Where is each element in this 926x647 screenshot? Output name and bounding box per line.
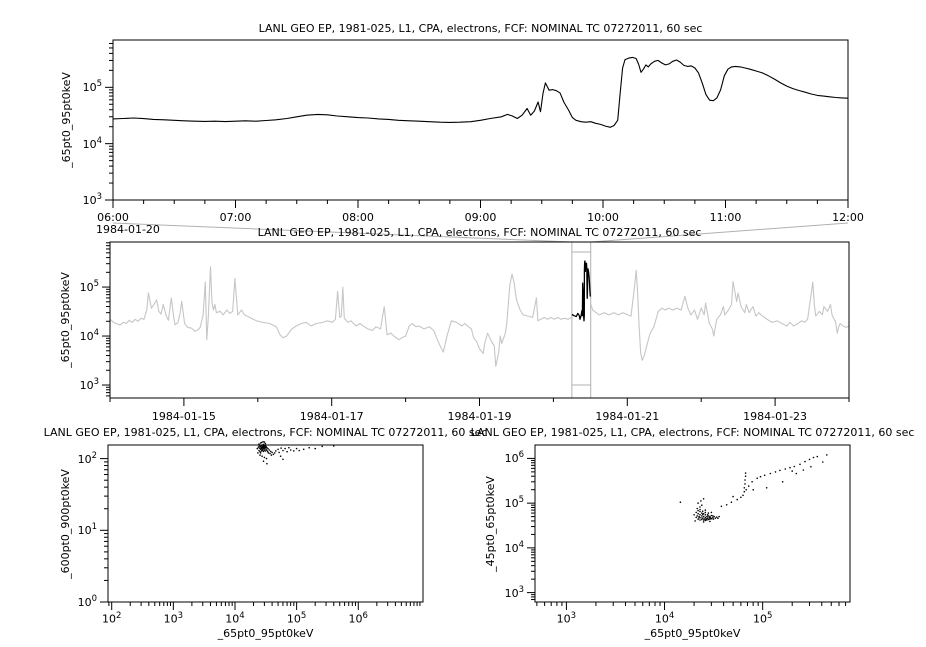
zoom-connector-line [590, 222, 849, 243]
zoom-view-plot-area[interactable] [113, 40, 848, 200]
scatter-45-65-frame [534, 444, 851, 603]
scatter-45-65-plot-area[interactable] [535, 445, 850, 602]
context-view-plot-area[interactable] [110, 242, 849, 398]
context-before-selection-line [109, 266, 572, 367]
chart-zoom-view [105, 39, 849, 208]
selection-box[interactable] [571, 242, 592, 398]
zoom-connector-line [112, 222, 573, 243]
chart-scatter-45-65 [527, 444, 851, 610]
scatter-600-900-plot-area[interactable] [108, 445, 423, 602]
chart-context-view [102, 222, 850, 406]
scatter-600-900-frame [107, 444, 424, 603]
chart-scatter-600-900 [100, 440, 424, 610]
selection-highlight-line [571, 260, 592, 322]
flux-correlation-45-65-points [679, 454, 828, 523]
context-after-selection-line [590, 269, 850, 361]
flux-correlation-600-900-points [256, 440, 335, 465]
electron-flux-zoom-line [112, 56, 849, 128]
